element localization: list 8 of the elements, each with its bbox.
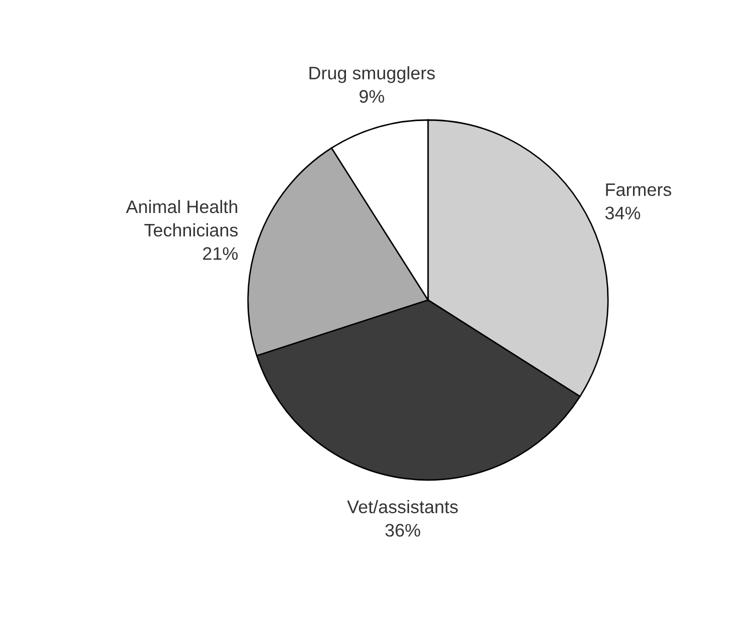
slice-label: Vet/assistants — [347, 500, 458, 514]
data-label: 21% — [203, 247, 238, 260]
slice-label: Animal Health Technicians — [126, 200, 238, 237]
slice-label: Farmers — [606, 183, 672, 196]
data-label: 36% — [385, 524, 420, 537]
data-label: 9% — [360, 90, 384, 103]
data-label: 34% — [605, 206, 640, 220]
slice-label: Drug smugglers — [310, 66, 435, 84]
